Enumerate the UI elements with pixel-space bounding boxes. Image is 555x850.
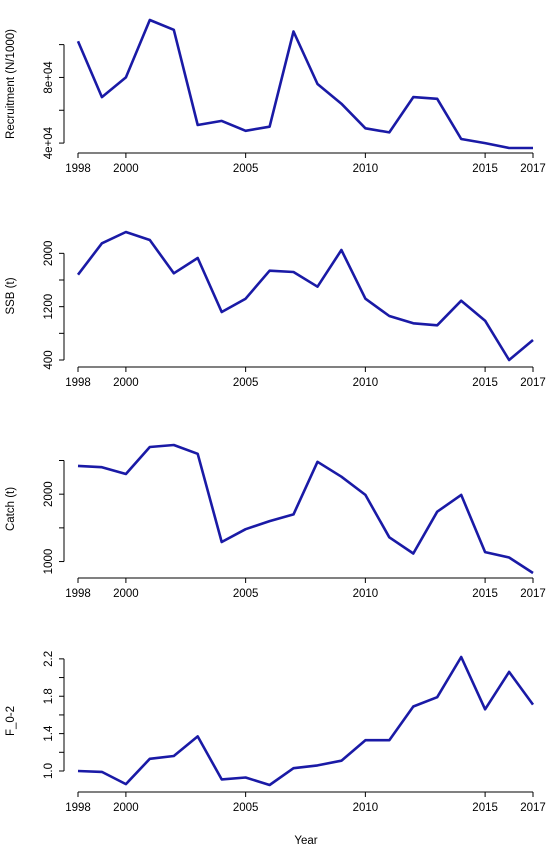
x-tick-label: 2010 <box>353 163 379 175</box>
x-tick-label: 2005 <box>233 377 259 389</box>
y-tick-label: 1200 <box>43 294 55 320</box>
y-tick-label: 1.8 <box>43 688 55 704</box>
x-tick-label: 2000 <box>113 802 139 814</box>
x-tick-label: 2017 <box>520 802 546 814</box>
y-tick-label: 2000 <box>43 241 55 267</box>
x-tick-label: 2015 <box>472 163 498 175</box>
y-tick-label: 1000 <box>43 549 55 575</box>
x-tick-label: 2015 <box>472 802 498 814</box>
panels: 1998 2000 2005 2010 2015 2017 4e+04 8e+04 Recrui… <box>5 18 546 814</box>
x-tick-label: 2017 <box>520 588 546 600</box>
y-tick-label: 4e+04 <box>43 126 55 159</box>
x-tick-label: 2015 <box>472 377 498 389</box>
y-tick-label: 8e+04 <box>43 61 55 94</box>
x-tick-label: 2000 <box>113 588 139 600</box>
series-line <box>76 230 534 362</box>
x-tick-label: 1998 <box>65 588 91 600</box>
y-tick-label: 2.2 <box>43 651 55 667</box>
x-tick-label: 1998 <box>65 163 91 175</box>
y-axis-label: F_0-2 <box>5 706 17 736</box>
panel-1: 1998 2000 2005 2010 2015 2017 4e+04 8e+04 Recrui… <box>5 18 546 175</box>
x-tick-label: 2000 <box>113 163 139 175</box>
x-tick-label: 2005 <box>233 802 259 814</box>
panel-3: 1998 2000 2005 2010 2015 2017 1000 2000 Catch (t… <box>5 443 546 600</box>
y-tick-label: 1.0 <box>43 763 55 779</box>
series-line <box>76 18 533 150</box>
x-tick-label: 1998 <box>65 377 91 389</box>
series-line <box>77 655 535 787</box>
x-tick-label: 2005 <box>233 588 259 600</box>
panel-2: 1998 2000 2005 2010 2015 2017 400 1200 2000 SSB (… <box>5 230 546 389</box>
y-tick-label: 400 <box>43 350 55 369</box>
x-tick-label: 2015 <box>472 588 498 600</box>
x-tick-label: 1998 <box>65 802 91 814</box>
y-axis-label: Catch (t) <box>5 487 17 531</box>
x-tick-label: 2010 <box>353 588 379 600</box>
x-tick-label: 2005 <box>233 163 259 175</box>
x-tick-label: 2010 <box>353 377 379 389</box>
x-axis-label: Year <box>294 835 317 847</box>
series-line <box>77 443 534 575</box>
x-tick-label: 2010 <box>353 802 379 814</box>
y-tick-label: 1.4 <box>43 725 55 742</box>
x-tick-label: 2017 <box>520 377 546 389</box>
x-tick-label: 2017 <box>520 163 546 175</box>
panel-4: 1998 2000 2005 2010 2015 2017 1.0 1.4 1.8 2.2 F_0-… <box>5 651 546 814</box>
y-tick-label: 2000 <box>43 481 55 507</box>
y-axis-label: SSB (t) <box>5 277 17 314</box>
y-axis-label: Recruitment (N/1000) <box>5 29 17 139</box>
x-tick-label: 2000 <box>113 377 139 389</box>
